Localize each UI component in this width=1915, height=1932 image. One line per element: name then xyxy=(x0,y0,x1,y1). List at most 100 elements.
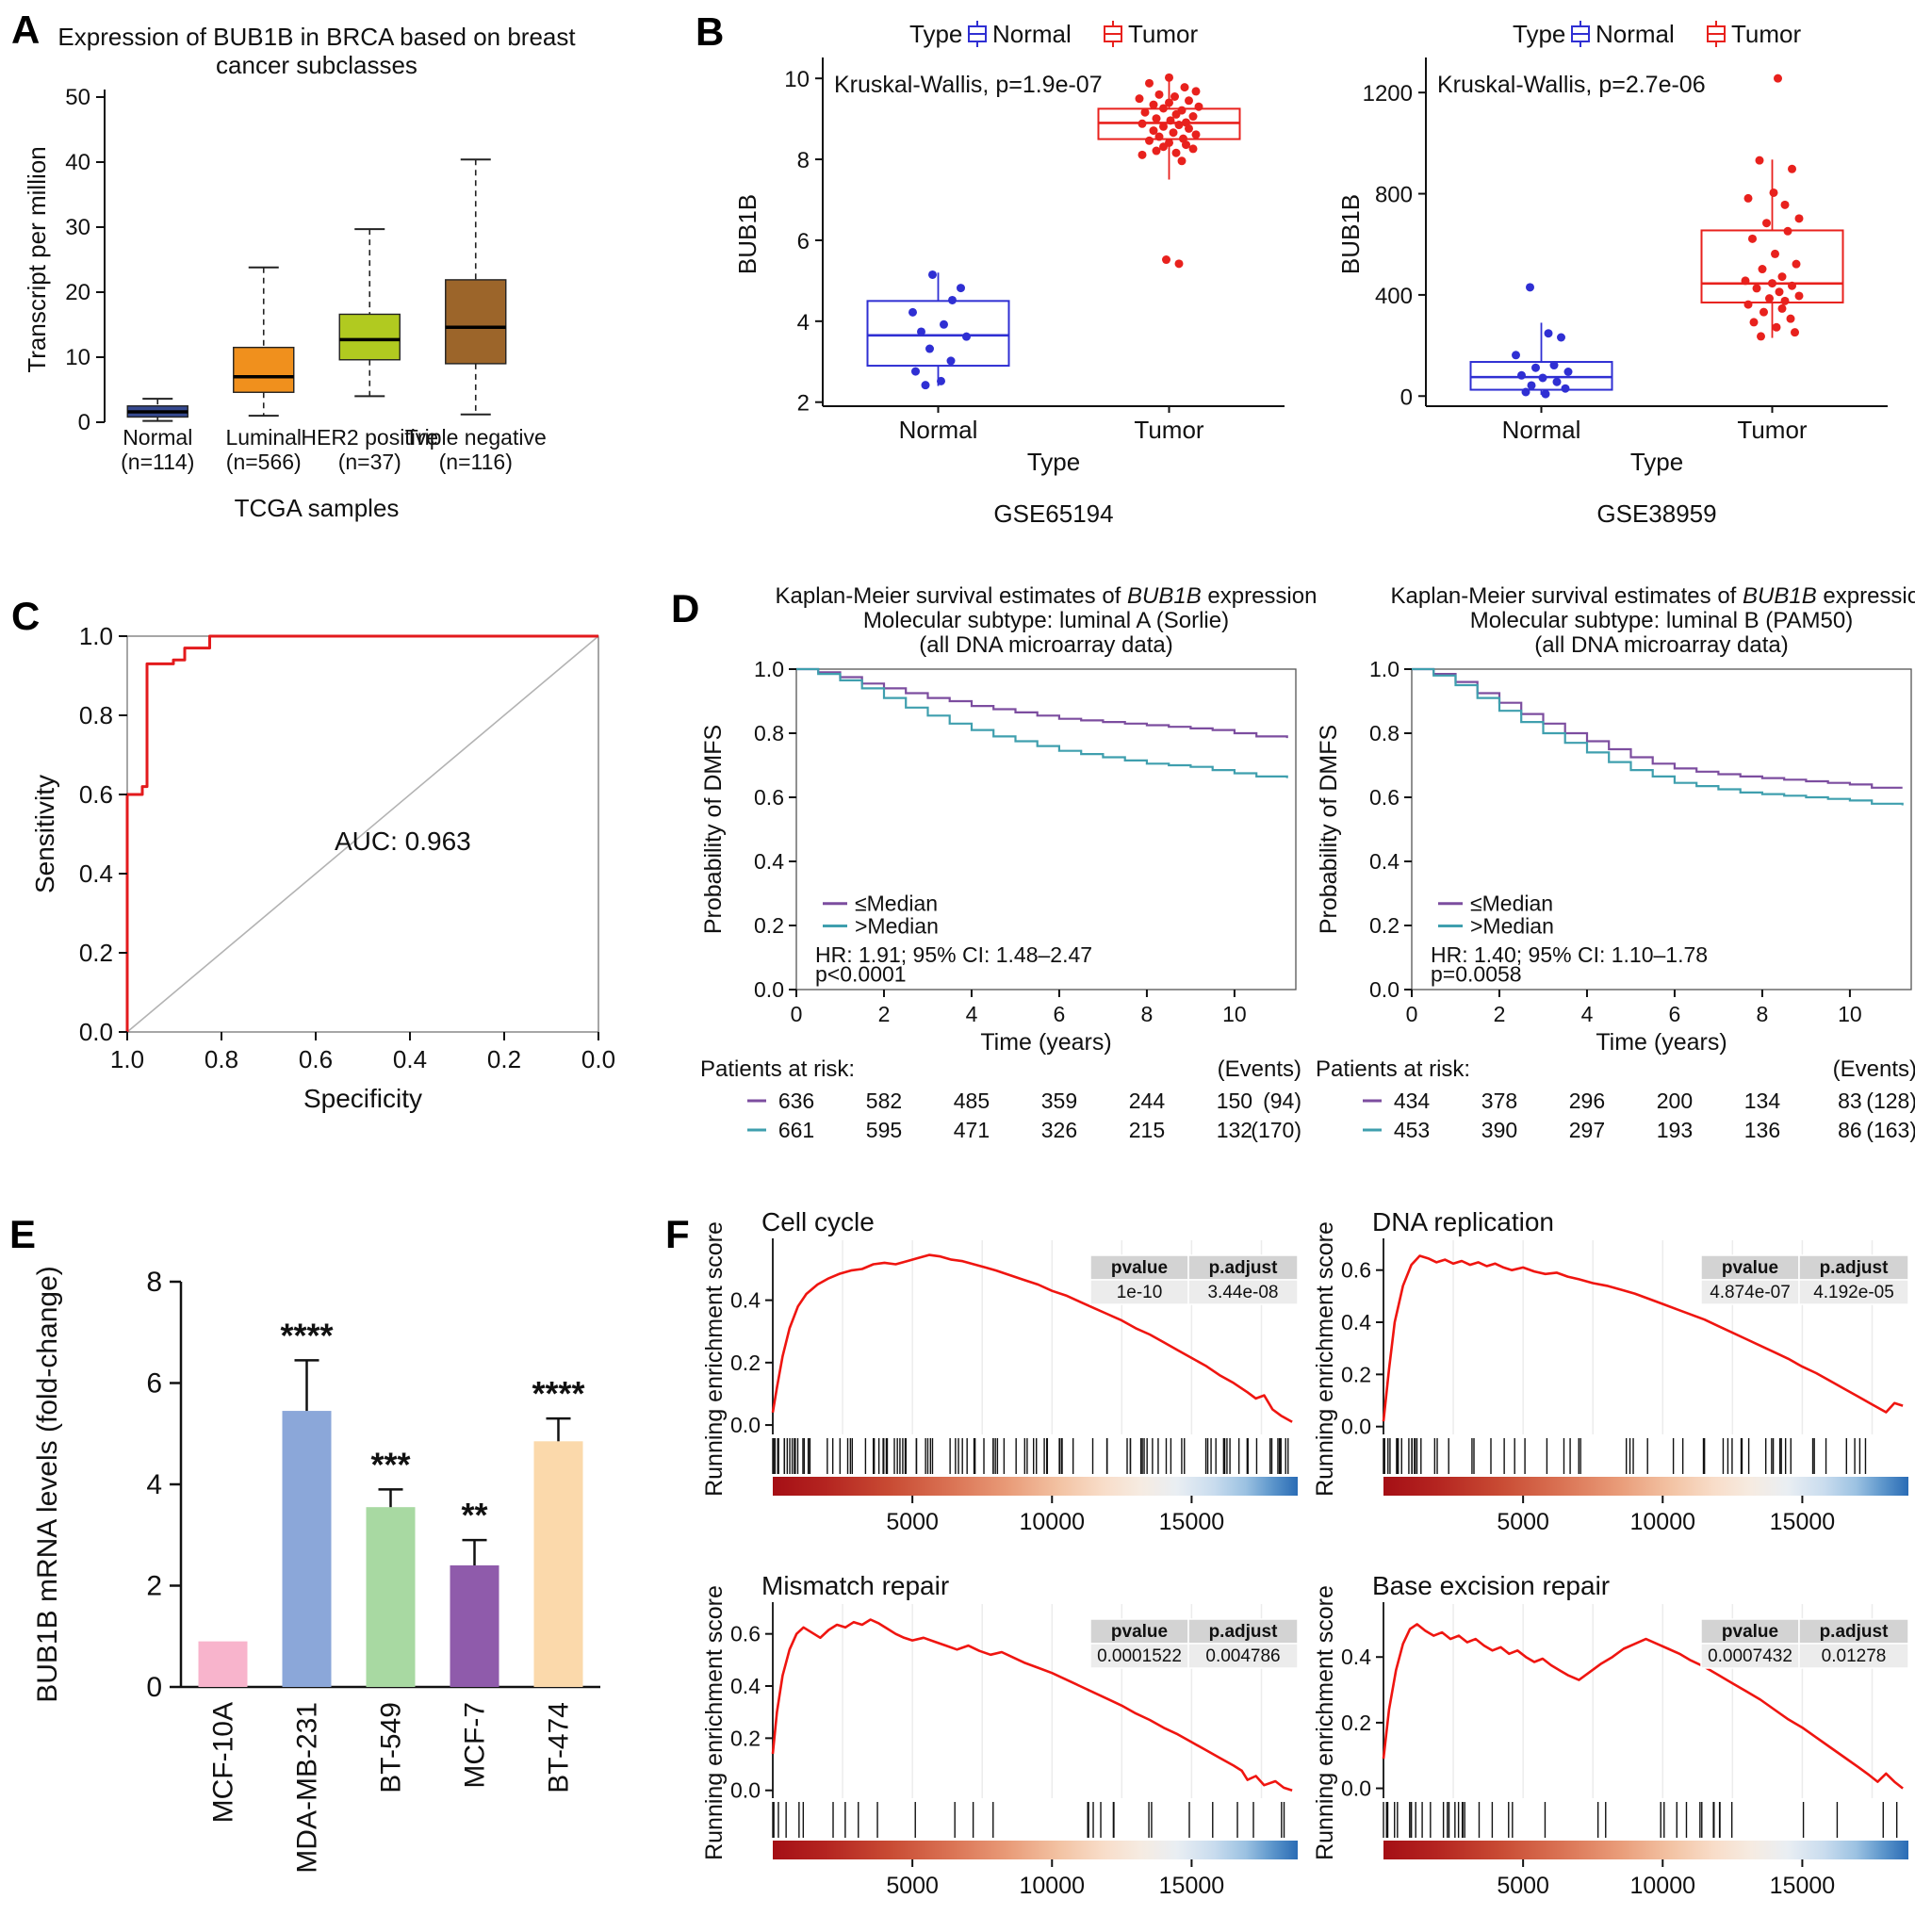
svg-text:(94): (94) xyxy=(1263,1089,1301,1113)
panel-label-E: E xyxy=(9,1212,37,1256)
svg-text:0.4: 0.4 xyxy=(730,1674,761,1698)
svg-text:0.8: 0.8 xyxy=(754,721,784,745)
svg-text:0.0: 0.0 xyxy=(1341,1776,1371,1801)
svg-text:(Events): (Events) xyxy=(1833,1056,1915,1082)
svg-text:800: 800 xyxy=(1375,183,1413,208)
svg-text:0: 0 xyxy=(146,1672,162,1703)
svg-text:pvalue: pvalue xyxy=(1722,1258,1778,1278)
svg-text:595: 595 xyxy=(866,1118,902,1142)
svg-text:Mismatch repair: Mismatch repair xyxy=(761,1571,949,1600)
svg-text:8: 8 xyxy=(1757,1002,1769,1026)
svg-text:1.0: 1.0 xyxy=(79,622,113,650)
svg-text:0.8: 0.8 xyxy=(79,701,113,729)
svg-text:MCF-7: MCF-7 xyxy=(460,1702,491,1789)
svg-text:0.0001522: 0.0001522 xyxy=(1097,1646,1182,1666)
svg-text:8: 8 xyxy=(146,1267,162,1298)
svg-text:(163): (163) xyxy=(1866,1118,1915,1142)
svg-text:0.2: 0.2 xyxy=(1341,1711,1371,1735)
svg-text:>Median: >Median xyxy=(855,914,939,939)
svg-text:8: 8 xyxy=(797,148,810,173)
svg-text:pvalue: pvalue xyxy=(1722,1622,1778,1642)
svg-text:***: *** xyxy=(370,1445,410,1483)
svg-text:Expression of BUB1B in BRCA ba: Expression of BUB1B in BRCA based on bre… xyxy=(57,23,576,51)
svg-text:p.adjust: p.adjust xyxy=(1209,1622,1279,1642)
svg-text:0.0: 0.0 xyxy=(754,977,784,1002)
svg-text:0.2: 0.2 xyxy=(730,1726,761,1750)
svg-text:0.6: 0.6 xyxy=(1369,785,1399,810)
svg-text:0.0: 0.0 xyxy=(79,1018,113,1046)
svg-text:BUB1B: BUB1B xyxy=(733,194,761,274)
svg-text:4.192e-05: 4.192e-05 xyxy=(1813,1283,1894,1302)
svg-text:15000: 15000 xyxy=(1159,1873,1225,1899)
svg-text:1.0: 1.0 xyxy=(110,1045,144,1073)
svg-text:10000: 10000 xyxy=(1630,1873,1696,1899)
svg-text:390: 390 xyxy=(1481,1118,1517,1142)
svg-text:Tumor: Tumor xyxy=(1731,20,1801,48)
svg-text:p.adjust: p.adjust xyxy=(1209,1258,1279,1278)
svg-text:10: 10 xyxy=(1222,1002,1247,1026)
svg-text:40: 40 xyxy=(65,150,90,175)
svg-text:244: 244 xyxy=(1129,1089,1166,1113)
svg-text:Kruskal-Wallis, p=2.7e-06: Kruskal-Wallis, p=2.7e-06 xyxy=(1437,72,1706,98)
svg-text:434: 434 xyxy=(1394,1089,1431,1113)
svg-text:Type: Type xyxy=(1027,448,1080,476)
svg-text:Type: Type xyxy=(1630,448,1683,476)
svg-text:4: 4 xyxy=(966,1002,978,1026)
svg-text:3.44e-08: 3.44e-08 xyxy=(1207,1283,1278,1302)
svg-text:p.adjust: p.adjust xyxy=(1820,1622,1890,1642)
svg-text:4: 4 xyxy=(797,310,810,336)
svg-text:134: 134 xyxy=(1744,1089,1781,1113)
svg-text:0.4: 0.4 xyxy=(1369,849,1399,874)
svg-text:BT-549: BT-549 xyxy=(376,1702,407,1793)
svg-text:4: 4 xyxy=(1581,1002,1594,1026)
svg-text:(n=114): (n=114) xyxy=(121,450,194,474)
svg-text:0.2: 0.2 xyxy=(730,1351,761,1375)
svg-text:6: 6 xyxy=(1054,1002,1066,1026)
svg-text:pvalue: pvalue xyxy=(1111,1258,1168,1278)
svg-text:GSE38959: GSE38959 xyxy=(1596,499,1716,528)
svg-text:Type: Type xyxy=(909,20,962,48)
svg-text:2: 2 xyxy=(797,391,810,417)
svg-text:(128): (128) xyxy=(1866,1089,1915,1113)
panel-f-gsea-base-excision-repair: 0.0 0.2 0.4 Base excision repair Running enr… xyxy=(1312,1571,1909,1899)
svg-text:Patients at risk:: Patients at risk: xyxy=(700,1056,855,1082)
svg-text:10: 10 xyxy=(1838,1002,1862,1026)
svg-text:0.6: 0.6 xyxy=(754,785,784,810)
svg-text:5000: 5000 xyxy=(886,1873,939,1899)
svg-text:453: 453 xyxy=(1394,1118,1430,1142)
svg-text:0: 0 xyxy=(1400,385,1413,410)
svg-text:MDA-MB-231: MDA-MB-231 xyxy=(292,1702,323,1874)
svg-text:400: 400 xyxy=(1375,284,1413,309)
svg-text:HER2 positive: HER2 positive xyxy=(301,425,438,450)
svg-text:0.2: 0.2 xyxy=(487,1045,521,1073)
svg-text:0.4: 0.4 xyxy=(1341,1645,1371,1669)
svg-text:15000: 15000 xyxy=(1770,1873,1836,1899)
svg-text:cancer subclasses: cancer subclasses xyxy=(216,51,417,79)
svg-text:0.2: 0.2 xyxy=(754,913,784,938)
panel-e-mrna-bar-chart: 0 2 4 6 8 BUB1B mRNA levels (fold-change) MCF-… xyxy=(32,1266,600,1874)
svg-text:**: ** xyxy=(461,1496,487,1534)
svg-text:****: **** xyxy=(280,1316,333,1354)
svg-text:Transcript per million: Transcript per million xyxy=(23,146,51,372)
svg-text:326: 326 xyxy=(1041,1118,1077,1142)
svg-text:661: 661 xyxy=(778,1118,814,1142)
svg-text:5000: 5000 xyxy=(1497,1509,1549,1535)
svg-text:Kaplan-Meier survival estimate: Kaplan-Meier survival estimates of BUB1B… xyxy=(776,583,1318,609)
svg-text:2: 2 xyxy=(878,1002,891,1026)
svg-text:0.2: 0.2 xyxy=(1369,913,1399,938)
svg-text:378: 378 xyxy=(1481,1089,1517,1113)
svg-text:6: 6 xyxy=(1669,1002,1681,1026)
panel-label-D: D xyxy=(671,586,700,630)
svg-text:150: 150 xyxy=(1217,1089,1252,1113)
svg-text:(n=116): (n=116) xyxy=(439,450,513,474)
svg-text:0: 0 xyxy=(78,410,90,435)
svg-text:83: 83 xyxy=(1838,1089,1862,1113)
svg-text:0.0007432: 0.0007432 xyxy=(1708,1646,1792,1666)
svg-text:1.0: 1.0 xyxy=(1369,657,1399,681)
svg-text:Running enrichment score: Running enrichment score xyxy=(701,1221,728,1497)
svg-text:0.0: 0.0 xyxy=(730,1778,761,1803)
svg-text:p.adjust: p.adjust xyxy=(1820,1258,1890,1278)
svg-text:Time (years): Time (years) xyxy=(1596,1029,1727,1056)
